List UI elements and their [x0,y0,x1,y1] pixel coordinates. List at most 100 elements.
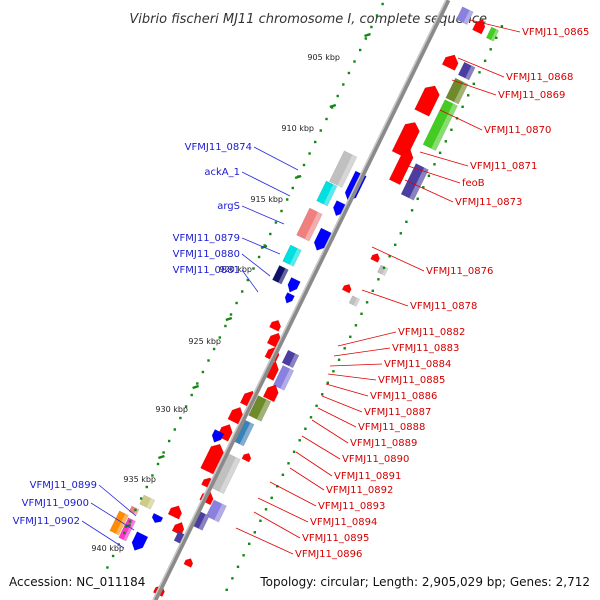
gene-block [205,499,227,523]
track-dot [342,83,345,86]
track-dot [292,450,296,453]
gene-feature [329,150,358,188]
track-dot [270,496,273,499]
gene-label-reverse: VFMJ11_0891 [334,471,401,482]
gene-feature [485,26,500,42]
tick-mark [329,103,337,109]
gene-feature [272,365,295,391]
track-dot [461,105,464,108]
track-dot [388,255,391,258]
gene-block [272,265,289,285]
track-dot [364,37,367,40]
track-dot [394,243,397,246]
gene-block-shine [214,503,227,523]
gene-block-shine [115,513,129,536]
track-dot [382,266,386,269]
track-dot [139,497,143,500]
accession-text: Accession: NC_011184 [9,575,145,589]
gene-block-shine [123,520,136,542]
gene-feature [211,429,225,443]
leader-line [337,331,397,347]
track-dot [433,163,436,166]
tick-label: 905 kbp [307,53,340,62]
gene-block-shine [198,514,210,531]
gene-arrow [341,283,352,294]
track-dot [314,140,317,144]
gene-feature [109,510,129,536]
topology-text: Topology: circular; Length: 2,905,029 bp… [259,575,590,589]
leader-line [81,520,125,549]
leader-line [289,467,325,491]
track-dot [336,94,339,98]
track-dot [286,198,289,201]
gene-feature [414,85,440,117]
tick-label: 930 kbp [155,405,188,414]
track-dot [302,163,306,167]
gene-label-forward: VFMJ11_0880 [173,249,240,260]
gene-feature [341,283,352,294]
track-dot [168,439,171,443]
chromosome-backbone [152,0,451,600]
gene-label-reverse: feoB [462,178,485,189]
gene-feature [191,510,210,531]
leader-line [407,165,461,184]
track-dot [291,186,294,190]
track-dot [111,554,115,558]
gene-feature [269,319,282,332]
tick-label: 935 kbp [123,475,156,484]
track-dot [225,588,228,591]
leader-line [329,363,383,367]
gene-feature [171,521,185,536]
gene-feature [281,349,300,369]
track-dot [207,359,210,362]
gene-arrow [131,531,149,551]
track-dot [321,393,324,396]
gene-label-forward: VFMJ11_0899 [30,480,97,491]
gene-feature [241,452,252,463]
leader-line [419,151,469,167]
track-dot [145,485,148,489]
track-dot [399,232,402,235]
track-dot [375,14,379,17]
leader-line [404,179,454,203]
tick-label: 910 kbp [281,124,314,133]
track-dot [370,25,373,29]
leader-line [253,511,301,539]
track-dot [184,405,188,408]
gene-block [316,180,338,207]
gene-arrow [151,512,164,523]
gene-feature [262,384,279,403]
track-dot [236,565,240,568]
gene-feature [131,531,149,551]
track-dot [276,485,279,488]
gene-block-shine [337,154,357,188]
gene-feature [377,264,389,276]
gene-arrow [414,85,440,117]
track-dot [218,336,221,339]
gene-label-forward: VFMJ11_0902 [13,516,80,527]
track-dot [248,542,251,545]
gene-label-reverse: VFMJ11_0888 [358,422,425,433]
gene-feature [248,395,272,422]
track-dot [377,278,380,281]
tick-mark [192,384,199,390]
track-dot [179,416,182,420]
track-dot [483,59,487,62]
gene-block-shine [382,267,389,276]
gene-block-shine [490,29,499,42]
leader-line [241,237,281,255]
track-dot [241,290,244,293]
track-dot [287,462,290,465]
track-dot [315,404,318,407]
gene-block [445,77,469,105]
tick-label: 925 kbp [188,337,221,346]
track-dot [190,393,193,397]
track-dot [308,152,311,155]
track-dot [319,129,322,132]
gene-feature [128,505,140,516]
gene-block [329,150,358,188]
gene-block-shine [146,498,155,510]
gene-feature [388,149,414,186]
track-dot [427,174,431,177]
